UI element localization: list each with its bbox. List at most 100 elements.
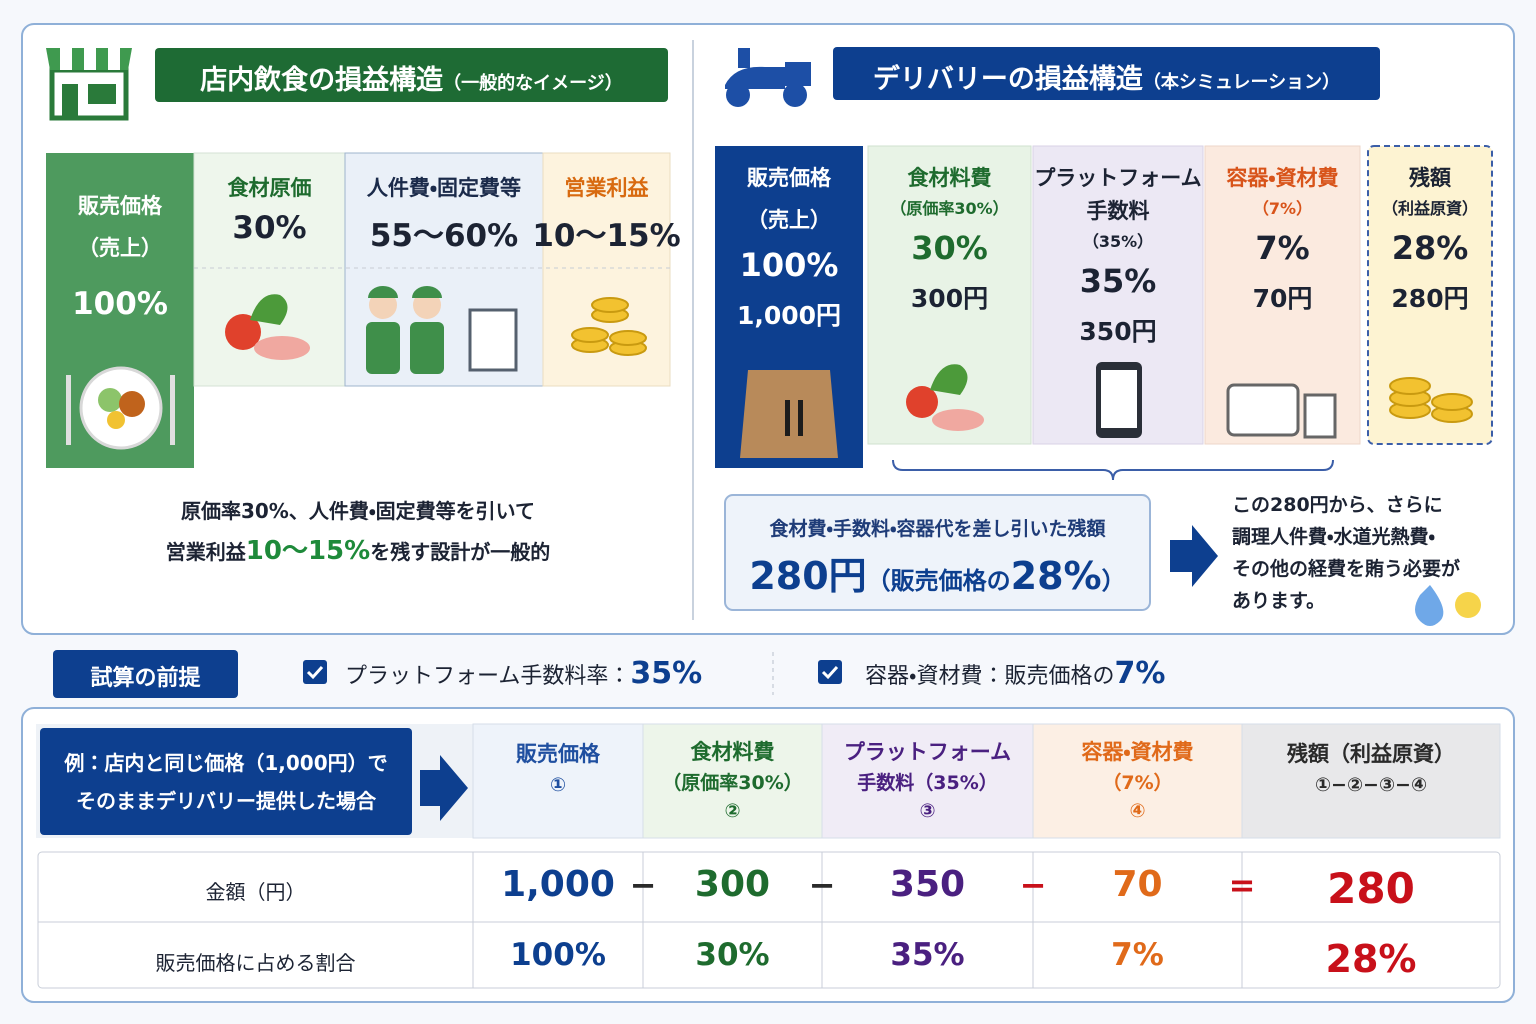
row-value: 28% [1242,937,1500,981]
decoration [66,375,71,445]
row-value: 300 [643,864,822,905]
decoration [368,286,398,298]
row-value-part: 35% [890,937,965,973]
summary-label-part: 食材費・手数料・容器代を差し引いた残額 [769,518,1106,540]
delivery-column: 容器・資材費 （7%） 7% 70円 [1205,162,1360,315]
column-label: 残額 [1409,166,1451,190]
decoration [468,308,518,372]
decoration [366,322,400,374]
example-line: 例：店内と同じ価格（1,000円）で [40,747,412,776]
row-value: 280 [1242,864,1500,913]
column-amount: 70円 [1252,284,1313,313]
decoration [740,362,1473,458]
column-amount: 350円 [1079,317,1157,346]
delivery-column: 残額 （利益原資） 28% 280円 [1368,162,1492,315]
column-percent: 28% [1391,229,1469,267]
header-line-part: 販売価格 [516,742,600,766]
example-line: そのままデリバリー提供した場合 [40,785,412,814]
header-line: 食材料費 [643,736,822,766]
column-label: （売上） [78,236,162,260]
operator: − [1013,866,1053,904]
column-label: 販売価格 [747,166,831,190]
decoration [170,375,175,445]
decoration [785,62,811,86]
column-label: 手数料 [1086,199,1150,223]
column-label: 食材料費 [907,166,992,190]
note-line: その他の経費を賄う必要が [1232,554,1512,581]
row-value-part: 28% [1325,937,1417,981]
column-label: 容器・資材費 [1226,166,1339,190]
header-line-part: ④ [1129,800,1146,822]
column-note: （利益原資） [1381,199,1478,218]
summary-value-part: （販売価格の [866,567,1011,595]
column-note: （原価率30%） [890,199,1009,218]
instore-title-part: （一般的なイメージ） [443,73,623,94]
decoration [798,400,803,436]
decoration [1303,393,1337,439]
decoration [1455,592,1481,618]
assumptions-label-part: 試算の前提 [90,666,201,691]
assumption: プラットフォーム手数料率：35% [345,656,765,691]
decoration [785,400,790,436]
caption-line: 原価率30%、人件費・固定費等を引いて [46,495,670,524]
row-value: 100% [473,937,643,973]
column-label: プラットフォーム [1034,166,1202,190]
caption-line-part: 10〜15% [245,536,371,566]
decoration [783,83,807,107]
decoration [37,851,1501,989]
decoration [1241,723,1501,839]
header-line-part: （原価率30%） [662,772,803,794]
decoration [1431,393,1473,411]
column-label: 販売価格 [78,194,162,218]
decoration [1415,585,1444,626]
decoration [306,665,324,680]
header-line-part: ② [724,800,741,822]
instore-title: 店内飲食の損益構造（一般的なイメージ） [155,58,668,97]
column-note: （7%） [1252,199,1313,218]
column-amount: 1,000円 [736,301,842,330]
column-value: 100% [72,286,168,322]
column-note: （35%） [1082,232,1154,251]
note-line-part: その他の経費を賄う必要が [1232,558,1461,580]
decoration [833,47,1380,100]
header-line-part: 手数料（35%） [857,772,998,794]
summary-value-part: ） [1101,567,1126,595]
decoration [40,728,412,835]
row-value: 7% [1033,937,1242,973]
row-value-part: 280 [1327,864,1415,913]
decoration [1101,370,1137,428]
column-value: 55〜60% [369,218,519,254]
note-line-part: 調理人件費・水道光熱費・ [1232,526,1435,548]
row-value: 1,000 [473,864,643,905]
instore-column: 食材原価 30% [194,172,345,246]
operator-part: − [808,866,836,904]
column-amount: 280円 [1391,284,1469,313]
decoration [821,665,839,680]
decoration [420,755,468,821]
header-line-part: ① [549,774,567,796]
decoration [62,84,78,118]
decoration [410,322,444,374]
example-line-part: そのままデリバリー提供した場合 [76,789,376,813]
row-value-part: 30% [695,937,770,973]
instore-column: 営業利益 10〜15% [532,172,680,255]
row-label: 金額（円） [38,876,473,905]
decoration [571,327,609,343]
decoration [1170,525,1218,587]
decoration [591,297,629,313]
decoration [225,294,310,360]
header-line: ② [643,800,822,822]
decoration [642,723,823,839]
example-line-part: 例：店内と同じ価格（1,000円）で [64,751,388,775]
summary-value: 280円（販売価格の28%） [725,545,1150,600]
column-percent: 30% [911,229,988,267]
column-value: 10〜15% [532,218,681,254]
decoration [867,145,1032,445]
caption-line-part: を残す設計が一般的 [370,540,551,564]
decoration [225,314,261,350]
column-label: 営業利益 [564,176,649,200]
decoration [892,459,1334,481]
header-line: ③ [822,800,1033,822]
row-value-part: 300 [694,864,771,905]
caption-line: 営業利益10〜15%を残す設計が一般的 [46,530,670,567]
